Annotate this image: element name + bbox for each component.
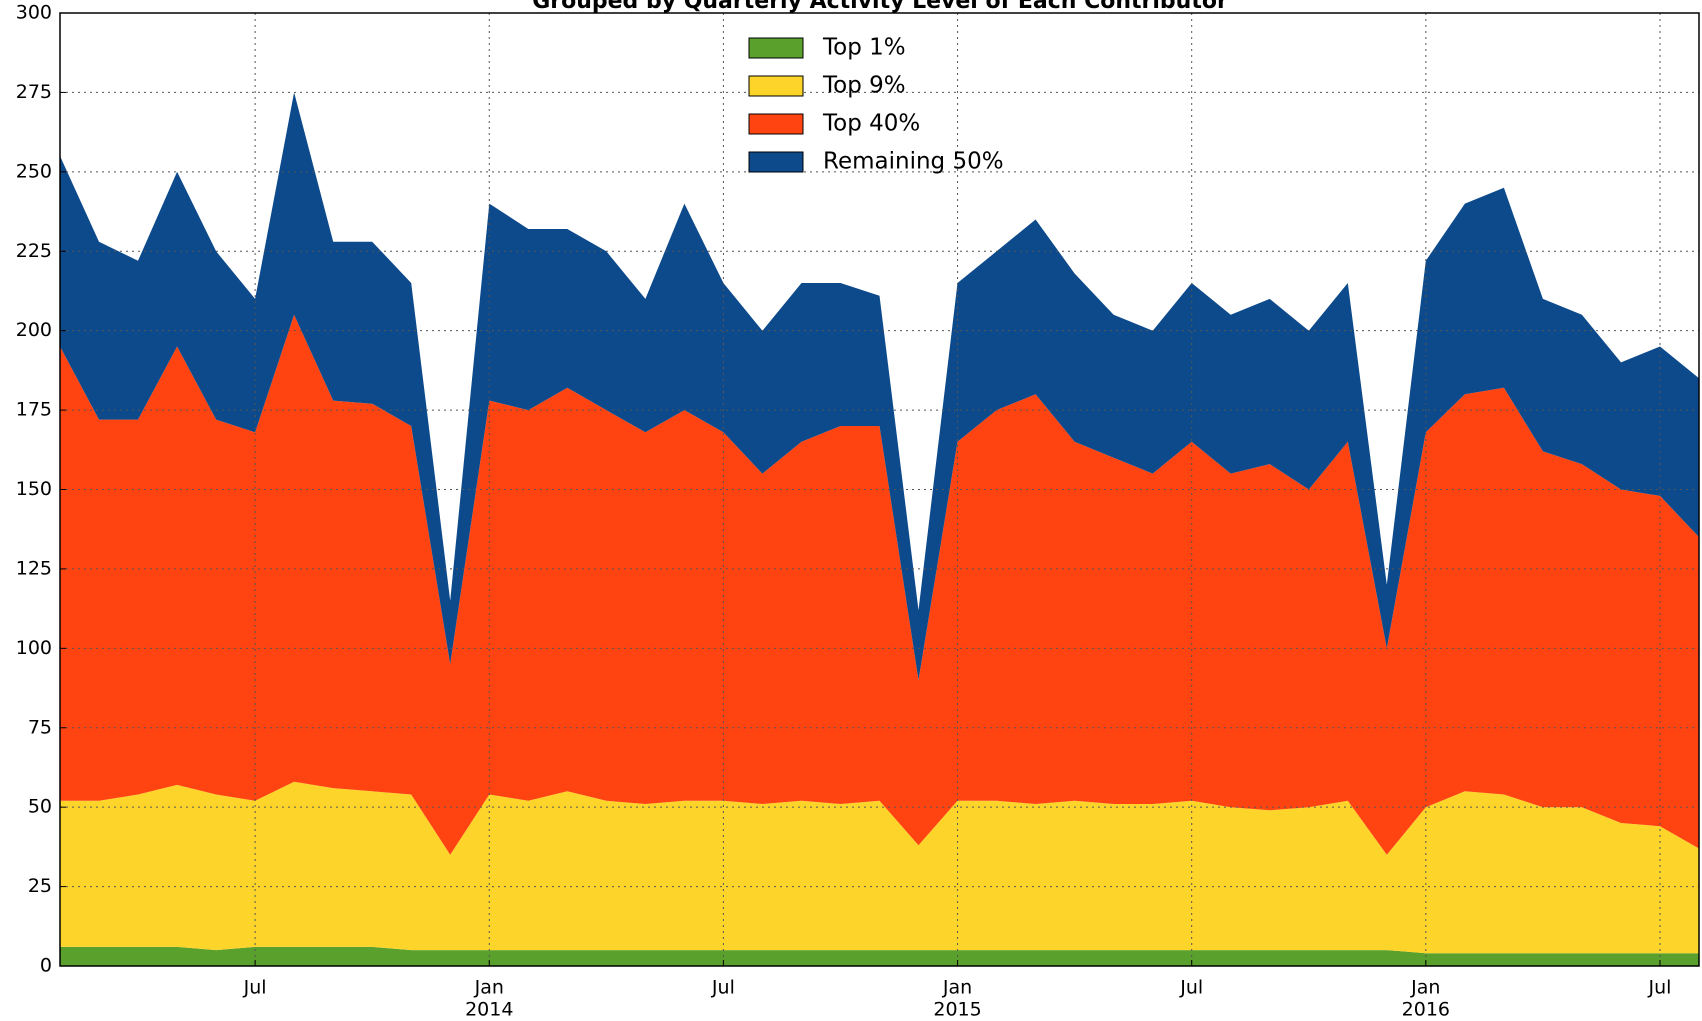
y-tick-label: 200: [16, 319, 52, 341]
x-tick-label: Jan: [1410, 977, 1440, 999]
x-tick-label: Jan: [942, 977, 972, 999]
y-tick-label: 25: [28, 875, 52, 897]
legend-swatch: [748, 37, 804, 59]
x-tick-year-label: 2015: [933, 999, 981, 1021]
y-tick-label: 175: [16, 399, 52, 421]
x-tick-label: Jul: [1648, 977, 1672, 999]
legend-label: Top 1%: [822, 35, 906, 61]
legend-swatch: [748, 113, 804, 135]
legend-swatch: [748, 151, 804, 173]
y-tick-label: 150: [16, 478, 52, 500]
legend-swatch: [748, 75, 804, 97]
y-tick-label: 100: [16, 637, 52, 659]
y-tick-label: 125: [16, 557, 52, 579]
y-tick-label: 225: [16, 240, 52, 262]
legend-label: Top 40%: [822, 111, 920, 137]
x-tick-label: Jul: [1179, 977, 1203, 999]
y-tick-label: 250: [16, 160, 52, 182]
legend-label: Remaining 50%: [823, 149, 1004, 175]
y-tick-label: 75: [28, 716, 52, 738]
chart-title: Grouped by Quarterly Activity Level of E…: [532, 0, 1228, 14]
area: [60, 92, 1699, 681]
area: [60, 946, 1699, 966]
x-tick-label: Jul: [711, 977, 735, 999]
x-tick-year-label: 2014: [465, 999, 513, 1021]
y-tick-label: 300: [16, 2, 52, 24]
plot-frame: [59, 12, 1700, 967]
x-tick-label: Jan: [474, 977, 504, 999]
x-tick-year-label: 2016: [1402, 999, 1450, 1021]
y-tick-label: 275: [16, 81, 52, 103]
y-tick-label: 50: [28, 796, 52, 818]
y-tick-label: 0: [40, 955, 52, 977]
area: [60, 781, 1699, 954]
area: [60, 314, 1699, 855]
x-tick-label: Jul: [243, 977, 267, 999]
legend-label: Top 9%: [822, 73, 906, 99]
